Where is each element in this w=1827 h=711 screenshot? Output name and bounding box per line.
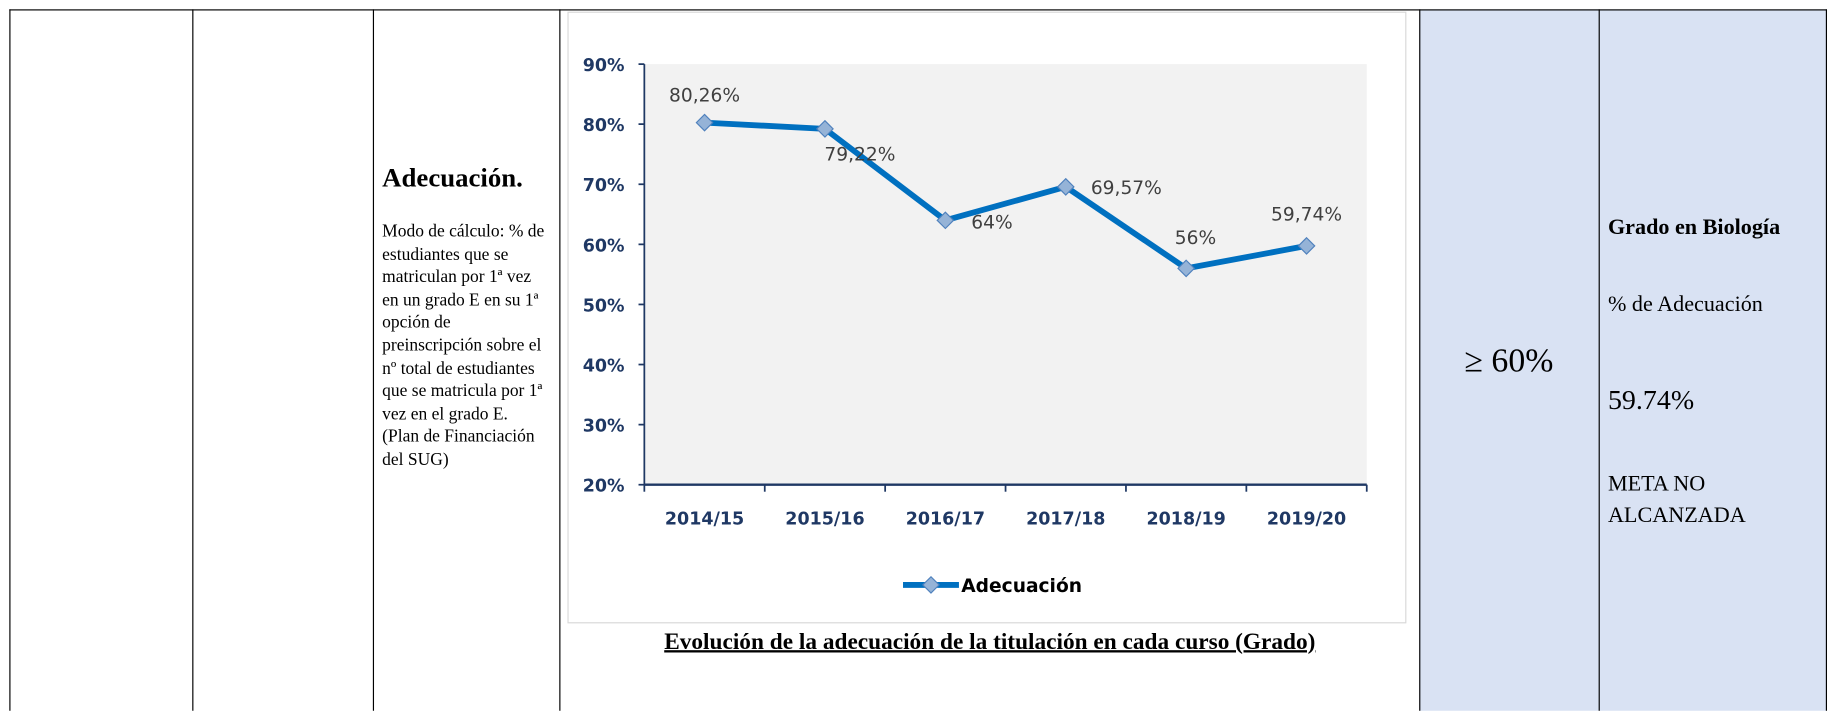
result-value: 59.74% (1607, 385, 1695, 416)
x-tick-label: 2014/15 (665, 509, 744, 529)
col-border (372, 9, 375, 711)
x-tick-label: 2019/20 (1267, 509, 1346, 529)
x-tick-label: 2016/17 (906, 509, 985, 529)
y-tick-label: 90% (583, 56, 625, 76)
data-marker (1056, 177, 1075, 196)
data-label: 64% (971, 212, 1012, 233)
result-status: META NO ALCANZADA (1607, 471, 1746, 528)
col-border (1598, 9, 1600, 711)
indicator-title: Adecuación. (382, 163, 523, 193)
data-label: 79,22% (824, 144, 895, 165)
y-tick-label: 50% (583, 296, 625, 316)
data-line (704, 119, 1308, 272)
y-tick-label: 20% (583, 477, 625, 497)
legend-label: Adecuación (961, 576, 1082, 597)
x-tick-label: 2015/16 (785, 509, 864, 529)
col-border (1419, 9, 1421, 711)
data-label: 69,57% (1091, 178, 1162, 199)
x-tick-label: 2018/19 (1146, 509, 1225, 529)
y-tick-label: 60% (583, 236, 625, 256)
col-border (1825, 9, 1827, 711)
chart-frame (567, 11, 1407, 624)
plot-area (644, 64, 1367, 485)
data-marker (1297, 236, 1316, 255)
col-border (559, 9, 561, 711)
y-tick-label: 70% (583, 176, 625, 196)
data-label: 56% (1175, 228, 1216, 249)
col-border (9, 9, 11, 711)
data-marker (1177, 259, 1196, 278)
result-metric: % de Adecuación (1607, 292, 1763, 317)
blue-cell (1419, 9, 1827, 711)
data-marker (815, 119, 834, 138)
data-marker (936, 211, 955, 230)
chart-caption: Evolución de la adecuación de la titulac… (664, 629, 1316, 655)
target: ≥ 60% (1464, 342, 1554, 380)
table-top-border (9, 9, 1827, 11)
col-border (192, 9, 194, 711)
data-label: 59,74% (1271, 204, 1342, 225)
indicator-description: Modo de cálculo: % de estudiantes que se… (382, 222, 545, 470)
chart: 20% 30% 40% 50% 60% 70% 80% 90% 2014/15 2015/16 20… (583, 56, 1368, 597)
y-tick-label: 40% (583, 357, 625, 377)
result-degree: Grado en Biología (1607, 215, 1781, 241)
data-label: 80,26% (669, 86, 740, 107)
legend-marker (921, 575, 940, 594)
x-tick-label: 2017/18 (1026, 509, 1105, 529)
data-marker (695, 113, 714, 132)
y-tick-label: 30% (583, 417, 625, 437)
y-tick-label: 80% (583, 116, 625, 136)
